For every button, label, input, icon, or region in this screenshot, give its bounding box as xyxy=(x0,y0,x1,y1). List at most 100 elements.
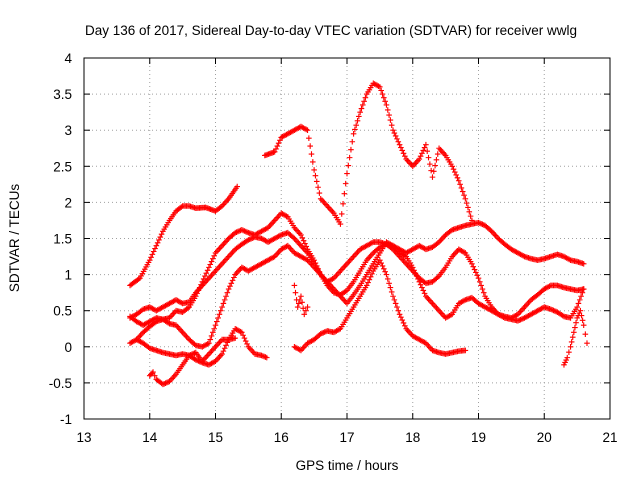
data-point xyxy=(319,330,325,337)
data-point xyxy=(477,279,483,285)
data-point xyxy=(312,172,319,179)
data-point xyxy=(225,286,232,292)
data-point xyxy=(361,98,367,105)
data-point xyxy=(353,122,360,128)
data-point xyxy=(559,312,566,319)
data-point xyxy=(310,159,316,165)
data-point xyxy=(211,253,217,259)
data-point xyxy=(363,282,370,289)
data-point xyxy=(161,380,168,387)
x-tick-label: 18 xyxy=(405,430,420,445)
data-point xyxy=(283,243,290,250)
data-point xyxy=(150,248,157,255)
data-point xyxy=(520,253,527,259)
data-point xyxy=(474,272,480,279)
data-point xyxy=(158,231,165,237)
data-point xyxy=(249,235,256,242)
data-point xyxy=(381,94,387,101)
data-point xyxy=(469,260,475,267)
data-point xyxy=(551,308,558,314)
data-point xyxy=(304,127,311,133)
data-point xyxy=(471,266,478,273)
data-point xyxy=(303,307,309,314)
data-point xyxy=(357,109,363,115)
data-point xyxy=(432,162,438,169)
data-point xyxy=(206,340,212,346)
data-point xyxy=(428,167,434,174)
data-point xyxy=(459,188,466,195)
data-point xyxy=(382,268,388,275)
data-point xyxy=(152,245,158,252)
y-tick-label: 3.5 xyxy=(53,87,72,102)
data-point xyxy=(424,148,431,154)
data-point xyxy=(452,169,458,175)
data-point xyxy=(419,284,425,291)
data-point xyxy=(366,276,373,283)
data-point xyxy=(194,357,200,364)
data-point xyxy=(291,282,298,289)
data-point xyxy=(300,237,307,244)
data-point xyxy=(306,135,312,141)
data-point xyxy=(229,277,236,284)
data-point xyxy=(178,204,185,210)
data-point xyxy=(246,236,253,243)
data-point xyxy=(221,297,228,303)
data-point xyxy=(242,228,249,235)
data-point xyxy=(448,312,454,318)
data-point xyxy=(479,221,486,228)
data-point xyxy=(576,297,583,303)
data-point xyxy=(450,166,457,172)
data-point xyxy=(204,341,211,347)
y-tick-label: 2.5 xyxy=(53,159,72,174)
data-point xyxy=(568,339,575,345)
data-point xyxy=(298,232,304,238)
data-point xyxy=(478,282,484,289)
data-point xyxy=(394,304,400,310)
y-tick-label: 1.5 xyxy=(53,232,72,247)
data-point xyxy=(220,348,227,354)
data-point xyxy=(519,316,525,322)
grid-lines xyxy=(84,58,610,419)
data-point xyxy=(434,151,441,157)
data-point xyxy=(475,219,482,226)
data-point xyxy=(584,340,590,346)
data-point xyxy=(449,163,455,170)
data-point xyxy=(386,280,392,287)
data-point xyxy=(211,325,217,332)
data-point xyxy=(566,349,572,356)
data-point xyxy=(384,107,391,113)
data-point xyxy=(384,276,391,282)
data-point xyxy=(214,318,220,325)
data-point xyxy=(430,168,437,175)
data-point xyxy=(420,287,427,294)
axis-ticks xyxy=(83,57,611,420)
x-tick-label: 19 xyxy=(471,430,486,445)
data-point xyxy=(283,213,290,219)
data-point xyxy=(369,240,375,246)
data-point xyxy=(461,192,467,198)
data-point xyxy=(454,175,461,181)
data-point xyxy=(146,257,153,263)
data-point xyxy=(274,143,281,149)
data-point xyxy=(203,270,210,276)
data-point xyxy=(210,255,216,262)
data-point xyxy=(240,332,246,339)
data-point xyxy=(221,345,228,352)
data-point xyxy=(461,249,467,256)
data-point xyxy=(478,220,484,227)
data-point xyxy=(150,369,156,375)
data-point xyxy=(220,300,227,307)
data-point xyxy=(234,183,240,190)
data-point xyxy=(187,352,194,358)
data-point xyxy=(564,354,571,361)
series-J xyxy=(561,307,590,368)
data-point xyxy=(479,286,486,292)
data-point xyxy=(571,329,577,336)
data-point xyxy=(398,144,404,151)
data-point xyxy=(223,342,229,349)
data-point xyxy=(417,153,424,159)
data-point xyxy=(572,324,578,331)
x-tick-label: 15 xyxy=(208,430,223,445)
data-point xyxy=(244,341,250,347)
data-point xyxy=(337,221,344,227)
